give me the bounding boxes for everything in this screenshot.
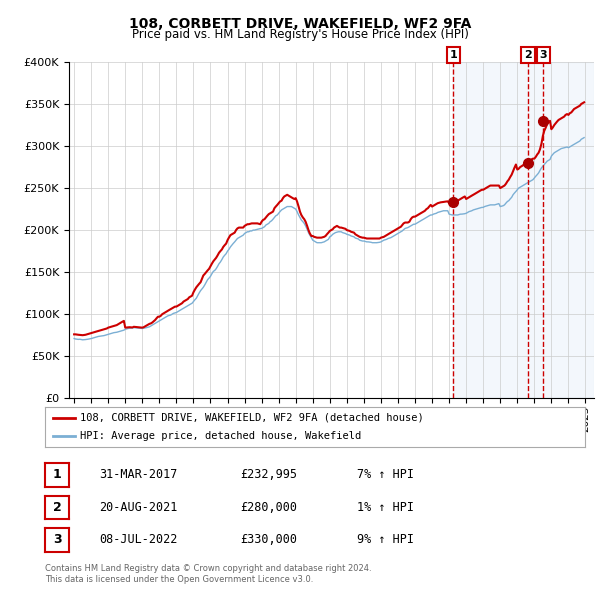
Text: 3: 3 <box>539 50 547 60</box>
Text: £330,000: £330,000 <box>240 533 297 546</box>
Text: 08-JUL-2022: 08-JUL-2022 <box>99 533 178 546</box>
Text: HPI: Average price, detached house, Wakefield: HPI: Average price, detached house, Wake… <box>80 431 361 441</box>
Text: This data is licensed under the Open Government Licence v3.0.: This data is licensed under the Open Gov… <box>45 575 313 584</box>
Text: 1: 1 <box>449 50 457 60</box>
Text: 108, CORBETT DRIVE, WAKEFIELD, WF2 9FA (detached house): 108, CORBETT DRIVE, WAKEFIELD, WF2 9FA (… <box>80 413 424 423</box>
Text: Price paid vs. HM Land Registry's House Price Index (HPI): Price paid vs. HM Land Registry's House … <box>131 28 469 41</box>
Text: 108, CORBETT DRIVE, WAKEFIELD, WF2 9FA: 108, CORBETT DRIVE, WAKEFIELD, WF2 9FA <box>129 17 471 31</box>
Text: 1: 1 <box>53 468 61 481</box>
Text: 31-MAR-2017: 31-MAR-2017 <box>99 468 178 481</box>
Text: 9% ↑ HPI: 9% ↑ HPI <box>357 533 414 546</box>
Bar <box>454 62 594 398</box>
Text: £280,000: £280,000 <box>240 501 297 514</box>
Text: 2: 2 <box>524 50 532 60</box>
Text: Contains HM Land Registry data © Crown copyright and database right 2024.: Contains HM Land Registry data © Crown c… <box>45 565 371 573</box>
Text: 2: 2 <box>53 501 61 514</box>
Text: 20-AUG-2021: 20-AUG-2021 <box>99 501 178 514</box>
Text: 1% ↑ HPI: 1% ↑ HPI <box>357 501 414 514</box>
Text: £232,995: £232,995 <box>240 468 297 481</box>
Text: 7% ↑ HPI: 7% ↑ HPI <box>357 468 414 481</box>
Text: 3: 3 <box>53 533 61 546</box>
